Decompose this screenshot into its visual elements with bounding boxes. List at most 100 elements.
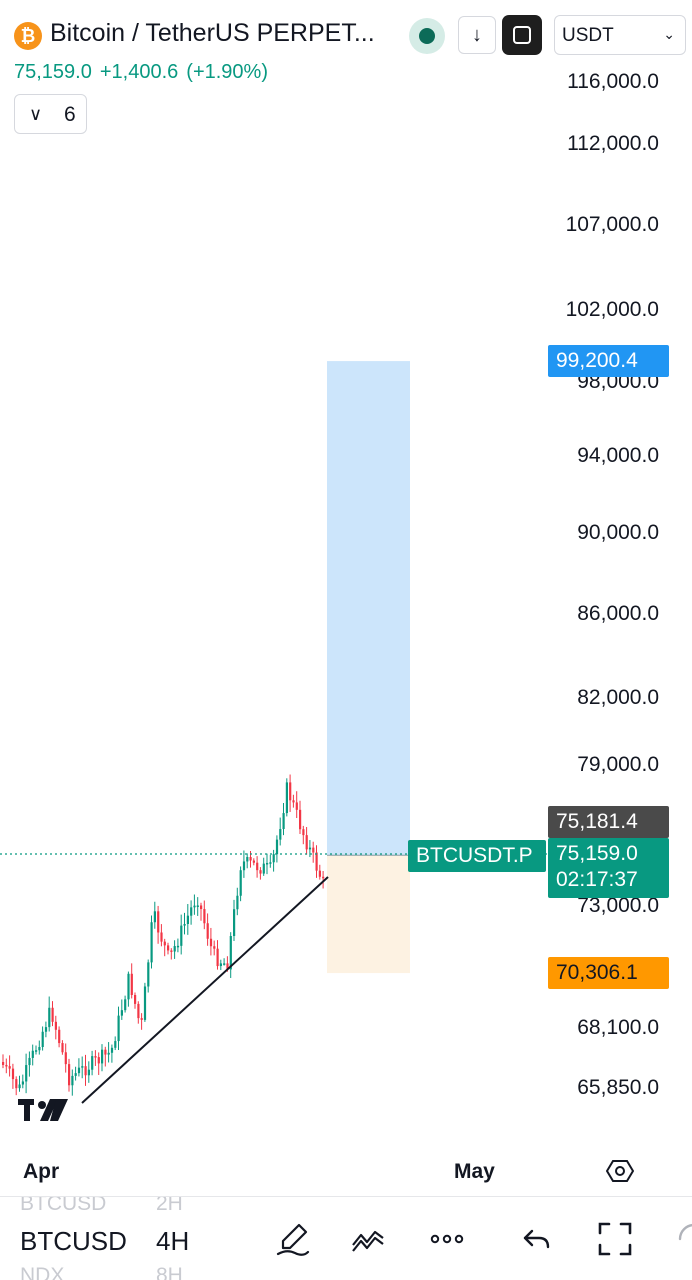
candle-body <box>223 963 226 965</box>
entry-price-tag: 75,181.4 <box>548 806 669 838</box>
candle-body <box>41 1031 44 1048</box>
candle-body <box>213 946 216 949</box>
candle-body <box>64 1052 67 1065</box>
candle-body <box>292 800 295 803</box>
candle-body <box>101 1049 104 1064</box>
interval-picker-next[interactable]: 8H <box>156 1264 183 1280</box>
candle-body <box>236 895 239 910</box>
profit-zone[interactable] <box>327 361 410 856</box>
candle-body <box>134 994 137 1004</box>
candle-body <box>246 857 249 862</box>
bar-countdown: 02:17:37 <box>556 868 638 891</box>
candle-body <box>11 1068 15 1080</box>
candle-body <box>282 813 285 830</box>
loss-zone[interactable] <box>327 855 410 974</box>
fullscreen-icon[interactable] <box>597 1221 633 1257</box>
settings-hexagon-icon[interactable] <box>606 1157 634 1185</box>
candle-body <box>239 870 242 896</box>
market-status-icon[interactable] <box>409 18 445 54</box>
price-axis-label: 102,000.0 <box>565 298 659 321</box>
price-axis-label: 68,100.0 <box>577 1016 659 1039</box>
candle-body <box>15 1079 18 1089</box>
candle-body <box>308 847 312 850</box>
candle-body <box>266 862 269 865</box>
symbol-picker-prev[interactable]: BTCUSD <box>20 1196 107 1215</box>
candle-body <box>107 1052 110 1055</box>
candle-body <box>305 835 308 850</box>
candle-body <box>160 932 163 942</box>
candle-body <box>299 809 302 830</box>
fullscreen-button[interactable] <box>502 15 542 55</box>
candle-body <box>87 1069 90 1076</box>
tradingview-logo-icon[interactable] <box>18 1097 70 1123</box>
candle-body <box>289 782 292 801</box>
candle-body <box>196 905 199 907</box>
candle-body <box>150 922 153 963</box>
candle-body <box>68 1064 71 1086</box>
candle-body <box>226 963 229 970</box>
candle-body <box>94 1056 97 1058</box>
candle-body <box>219 963 222 967</box>
candle-body <box>173 946 176 952</box>
candle-body <box>322 876 325 879</box>
chevron-down-icon: ∨ <box>29 104 43 124</box>
symbol-picker[interactable]: BTCUSD <box>20 1226 127 1256</box>
interval-picker-prev[interactable]: 2H <box>156 1196 183 1215</box>
candle-body <box>147 962 150 987</box>
time-axis[interactable]: Apr May <box>0 1155 692 1195</box>
candle-body <box>120 1010 123 1016</box>
price-axis-label: 86,000.0 <box>577 602 659 625</box>
candle-body <box>180 925 183 946</box>
candle-body <box>44 1027 48 1032</box>
candle-body <box>315 852 318 871</box>
bitcoin-logo-icon: ₿ <box>14 22 42 50</box>
square-icon <box>513 26 531 44</box>
trend-line-tool-icon[interactable] <box>350 1221 386 1257</box>
candle-body <box>51 1007 54 1022</box>
brush-draw-icon[interactable] <box>275 1221 311 1257</box>
candle-body <box>48 1007 51 1028</box>
candle-body <box>8 1066 11 1069</box>
price-axis-label: 73,000.0 <box>577 894 659 917</box>
trend-line[interactable] <box>81 876 329 1104</box>
candle-body <box>130 973 133 995</box>
candle-body <box>176 945 180 948</box>
chevron-down-icon: ⌄ <box>663 26 675 42</box>
take-profit-price-tag: 99,200.4 <box>548 345 669 377</box>
candle-body <box>117 1015 120 1042</box>
currency-select[interactable]: USDT ⌄ <box>554 15 686 55</box>
interval-picker[interactable]: 4H <box>156 1226 190 1256</box>
price-change-percent: (+1.90%) <box>186 61 268 83</box>
undo-icon[interactable] <box>519 1221 555 1257</box>
candle-body <box>5 1064 8 1067</box>
symbol-title[interactable]: Bitcoin / TetherUS PERPET... <box>50 19 375 47</box>
candle-body <box>285 782 288 814</box>
last-price-tag-value: 75,159.0 <box>556 842 638 865</box>
candle-body <box>54 1021 57 1030</box>
candle-body <box>25 1065 28 1082</box>
candle-body <box>153 911 156 923</box>
candle-body <box>28 1057 31 1066</box>
symbol-picker-next[interactable]: NDX <box>20 1264 65 1280</box>
candle-body <box>77 1067 81 1074</box>
candle-body <box>124 999 127 1011</box>
arrow-down-icon[interactable]: ↓ <box>458 16 496 54</box>
candle-body <box>58 1029 61 1044</box>
candle-body <box>209 938 213 947</box>
candle-body <box>84 1066 87 1076</box>
candle-body <box>137 1003 140 1019</box>
candle-body <box>35 1050 38 1052</box>
candle-body <box>91 1056 94 1070</box>
chart-header: ₿ Bitcoin / TetherUS PERPET... ↓ USDT ⌄ … <box>0 0 692 140</box>
candle-body <box>170 950 173 952</box>
candle-body <box>302 829 305 836</box>
candle-body <box>269 862 272 864</box>
price-axis-label: 116,000.0 <box>567 70 659 93</box>
chart-canvas[interactable] <box>0 0 692 1150</box>
candle-body <box>167 945 170 951</box>
time-axis-label: Apr <box>23 1160 60 1183</box>
price-axis-label: 94,000.0 <box>577 444 659 467</box>
candle-body <box>81 1066 84 1068</box>
indicators-toggle-button[interactable]: ∨ 6 <box>14 94 87 134</box>
more-options-icon[interactable] <box>429 1221 465 1257</box>
